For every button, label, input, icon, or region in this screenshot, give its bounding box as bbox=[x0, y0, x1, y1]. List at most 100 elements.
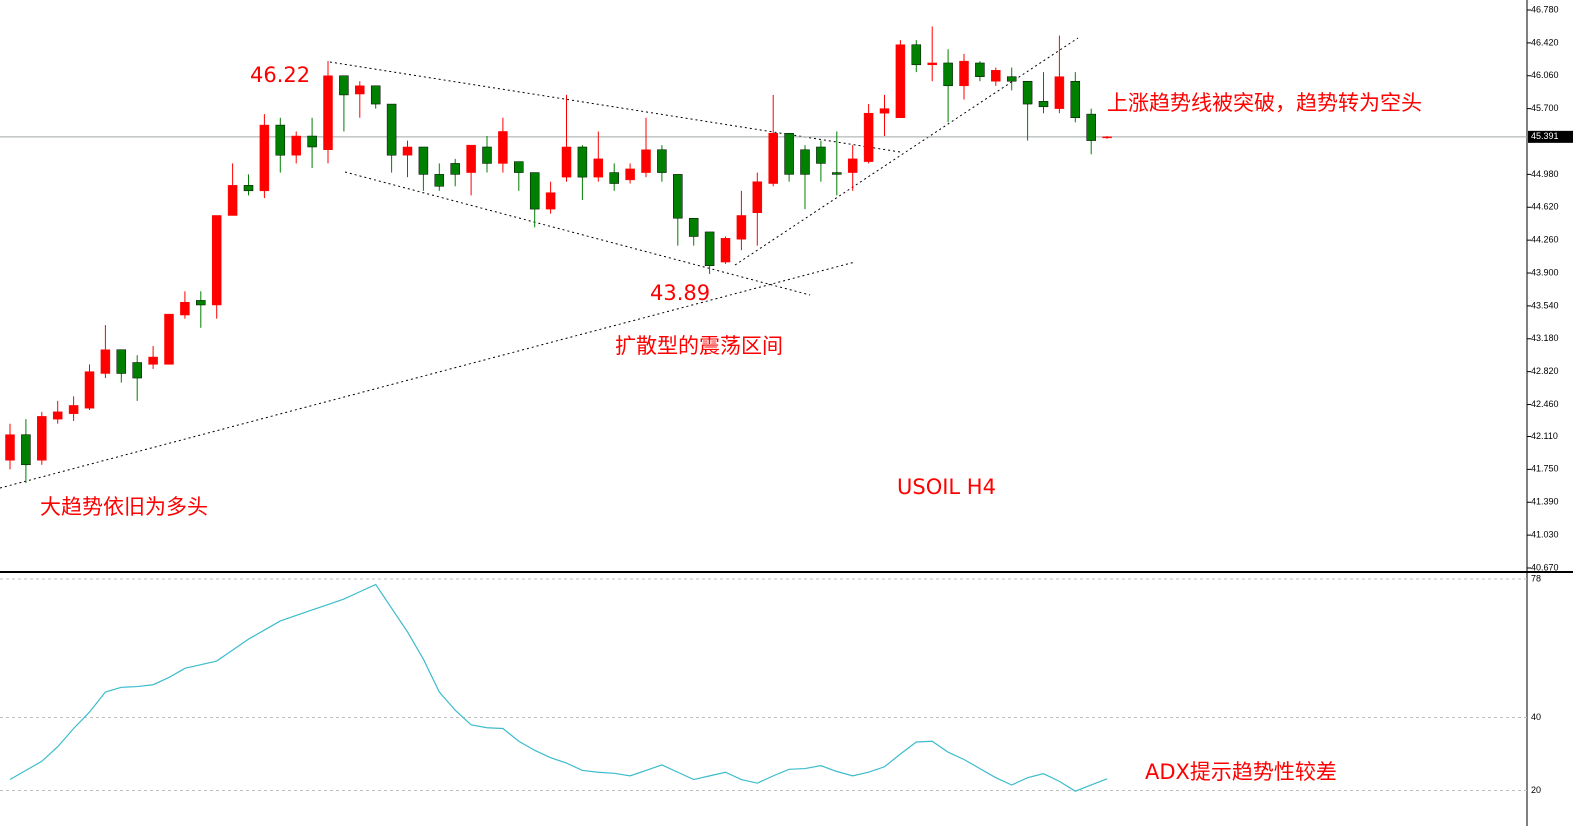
trendline bbox=[0, 261, 856, 489]
annotation: 上涨趋势线被突破，趋势转为空头 bbox=[1107, 91, 1422, 115]
candle-body bbox=[529, 172, 540, 210]
candle-body bbox=[561, 146, 572, 178]
candle-body bbox=[418, 146, 429, 175]
candle-body bbox=[402, 146, 413, 156]
candle-body bbox=[991, 70, 1001, 82]
candle-body bbox=[116, 349, 127, 374]
candle-body bbox=[355, 85, 365, 95]
candle-body bbox=[720, 238, 731, 263]
y-tick-label: 45.700 bbox=[1531, 103, 1559, 113]
y-tick-label: 43.540 bbox=[1531, 300, 1559, 310]
candle-body bbox=[148, 356, 158, 365]
y-tick-label: 46.780 bbox=[1531, 4, 1559, 14]
candle-body bbox=[196, 300, 206, 306]
candle-body bbox=[863, 112, 874, 162]
candle-body bbox=[800, 149, 810, 175]
candle-body bbox=[959, 60, 969, 87]
annotation: 46.22 bbox=[250, 63, 310, 87]
candle-body bbox=[768, 133, 778, 184]
candle-body bbox=[211, 215, 222, 306]
candle-body bbox=[37, 416, 47, 461]
y-tick-label: 43.900 bbox=[1531, 267, 1559, 277]
candle-body bbox=[450, 163, 460, 175]
chart-title: USOIL H4 bbox=[897, 475, 996, 499]
annotation: 扩散型的震荡区间 bbox=[615, 334, 783, 358]
candle-body bbox=[736, 215, 747, 240]
candle-body bbox=[307, 135, 317, 148]
candle-body bbox=[688, 217, 699, 237]
candle-body bbox=[243, 185, 254, 192]
y-tick-label: 46.420 bbox=[1531, 37, 1559, 47]
candle-body bbox=[879, 108, 890, 114]
candle-body bbox=[275, 124, 286, 156]
y-tick-label: 43.180 bbox=[1531, 333, 1559, 343]
candle-body bbox=[386, 103, 397, 156]
candle-body bbox=[466, 144, 476, 173]
candle-body bbox=[180, 301, 190, 316]
trendline bbox=[344, 171, 811, 296]
trendline bbox=[734, 37, 1079, 266]
y-tick-label: 40 bbox=[1531, 712, 1541, 722]
candle-body bbox=[545, 192, 556, 210]
candle-body bbox=[5, 434, 15, 461]
candle-body bbox=[752, 181, 763, 213]
candle-body bbox=[1006, 76, 1017, 82]
candle-body bbox=[657, 149, 667, 173]
candle-body bbox=[291, 135, 301, 156]
candle-body bbox=[641, 149, 651, 173]
y-tick-label: 41.750 bbox=[1531, 464, 1559, 474]
candle-body bbox=[593, 158, 604, 178]
y-tick-label: 44.260 bbox=[1531, 235, 1559, 245]
candle-body bbox=[609, 172, 619, 184]
annotation: ADX提示趋势性较差 bbox=[1145, 760, 1337, 784]
candle-body bbox=[816, 146, 826, 164]
candle-body bbox=[895, 44, 906, 119]
y-tick-label: 44.980 bbox=[1531, 169, 1559, 179]
candle-body bbox=[911, 44, 922, 66]
candle-body bbox=[100, 349, 111, 374]
candle-body bbox=[1086, 113, 1096, 141]
candle-body bbox=[847, 158, 858, 173]
y-tick-label: 46.060 bbox=[1531, 70, 1559, 80]
candle-body bbox=[52, 411, 63, 420]
candle-body bbox=[339, 75, 349, 96]
y-tick-label: 42.460 bbox=[1531, 399, 1559, 409]
candle-body bbox=[673, 174, 683, 219]
current-price-label: 45.391 bbox=[1531, 131, 1559, 141]
candle-body bbox=[164, 313, 174, 365]
y-tick-label: 42.110 bbox=[1531, 431, 1558, 441]
candle-body bbox=[514, 161, 524, 173]
candle-body bbox=[625, 168, 635, 181]
candle-body bbox=[68, 405, 79, 414]
candle-body bbox=[975, 62, 985, 77]
candle-body bbox=[1054, 76, 1065, 109]
candle-body bbox=[943, 62, 953, 87]
candle-body bbox=[577, 146, 588, 178]
current-price-box bbox=[1528, 130, 1573, 143]
candle-body bbox=[84, 371, 95, 409]
candle-body bbox=[227, 185, 238, 216]
candle-body bbox=[259, 124, 270, 192]
y-tick-label: 41.030 bbox=[1531, 529, 1559, 539]
candle-body bbox=[784, 133, 794, 175]
candle-body bbox=[1022, 80, 1033, 105]
annotation: 大趋势依旧为多头 bbox=[40, 495, 208, 519]
y-tick-label: 41.390 bbox=[1531, 497, 1559, 507]
candle-body bbox=[323, 75, 333, 150]
y-tick-label: 44.620 bbox=[1531, 202, 1559, 212]
y-tick-label: 42.820 bbox=[1531, 366, 1559, 376]
candle-body bbox=[1038, 101, 1049, 108]
candle-body bbox=[832, 172, 842, 175]
candle-body bbox=[1070, 80, 1081, 119]
candle-body bbox=[927, 62, 937, 66]
annotation: 43.89 bbox=[650, 281, 710, 305]
y-tick-label: 40.670 bbox=[1531, 562, 1559, 572]
candle-body bbox=[1102, 136, 1112, 139]
y-tick-label: 78 bbox=[1531, 573, 1541, 583]
adx-line bbox=[9, 583, 1108, 792]
candle-body bbox=[704, 231, 715, 266]
candle-body bbox=[132, 362, 142, 379]
